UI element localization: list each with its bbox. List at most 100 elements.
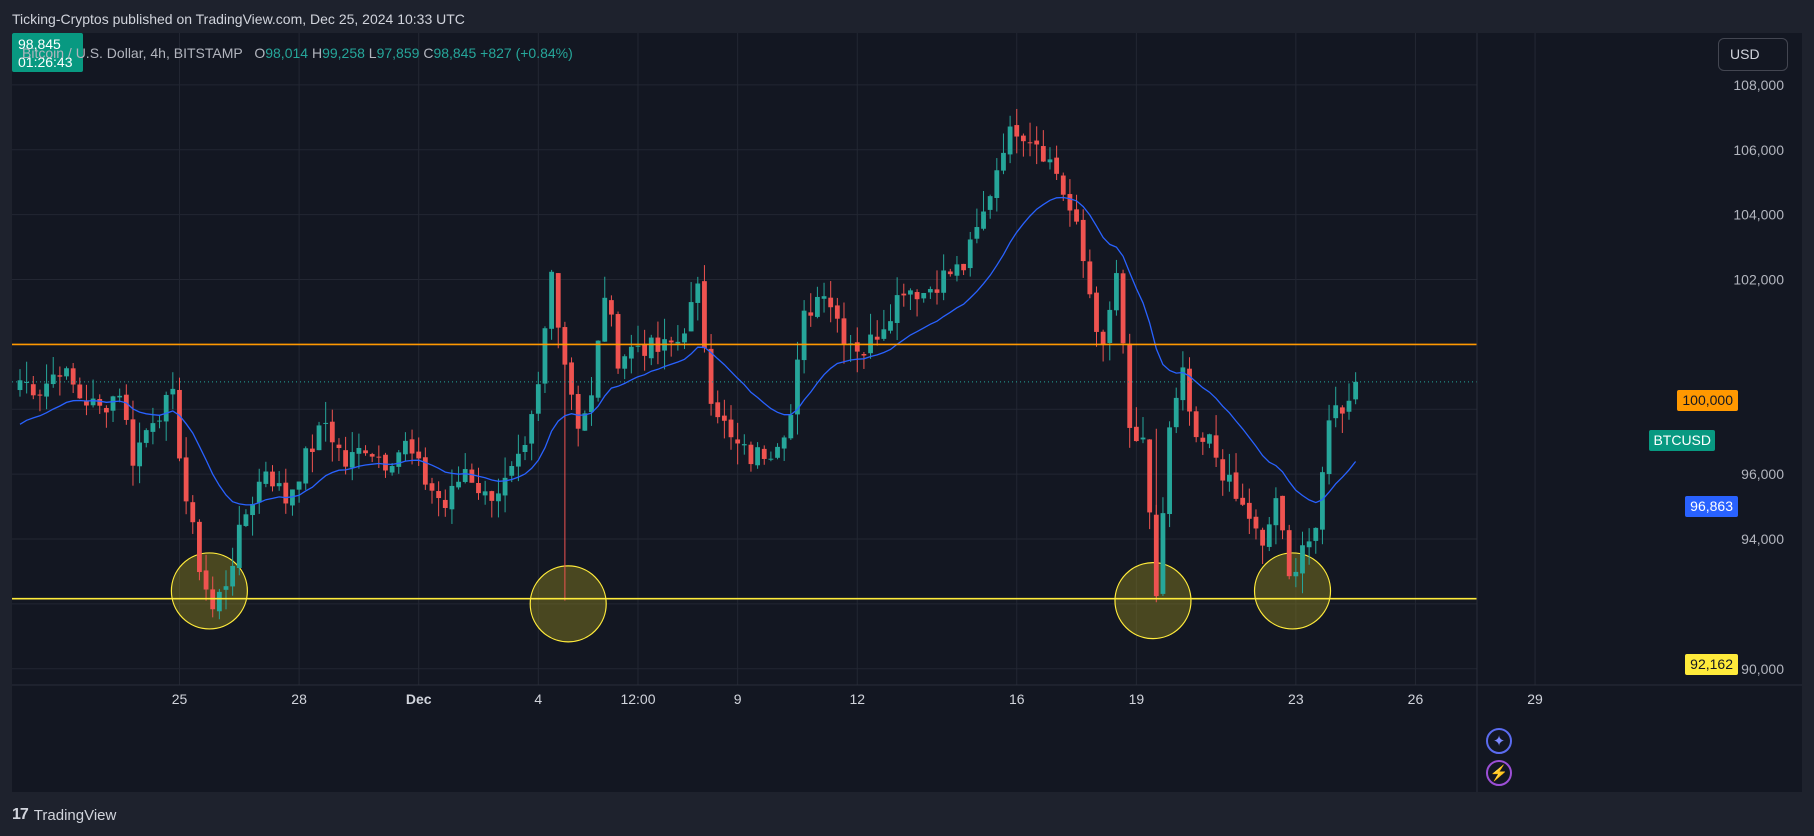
candle: [309, 434, 315, 473]
high-value: 99,258: [322, 45, 365, 61]
candle-body: [715, 402, 721, 418]
candle-body: [1147, 439, 1153, 513]
sparkle-icon[interactable]: ✦: [1486, 728, 1512, 754]
candle: [828, 281, 834, 323]
candle: [449, 469, 455, 524]
publish-info: Ticking-Cryptos published on TradingView…: [12, 11, 465, 27]
candle: [442, 489, 448, 517]
candle: [336, 438, 342, 462]
candle: [456, 466, 461, 490]
chart-area[interactable]: 90,000 94,000 96,000 102,000 104,000 106,000 1…: [12, 33, 1802, 792]
candle-body: [64, 368, 69, 377]
candle: [648, 334, 654, 366]
candle-body: [801, 310, 807, 361]
candle: [535, 371, 541, 421]
candle: [947, 268, 953, 277]
candle-body: [496, 493, 501, 502]
candle: [117, 388, 123, 403]
candle-body: [841, 318, 847, 345]
candle-body: [1339, 407, 1345, 414]
candle-body: [77, 384, 83, 399]
candle-body: [17, 380, 23, 391]
candle-body: [854, 342, 860, 352]
brand-name: TradingView: [33, 806, 117, 824]
y-tick-label: 90,000: [1741, 661, 1784, 677]
candle: [569, 357, 574, 410]
candle: [1326, 404, 1332, 485]
candle: [190, 495, 196, 534]
candle-body: [1353, 381, 1359, 400]
candle-body: [1100, 331, 1106, 346]
candle-body: [203, 570, 209, 590]
x-tick-label: 9: [734, 691, 742, 707]
axes: 90,000 94,000 96,000 102,000 104,000 106,000 1…: [12, 33, 1802, 792]
candle: [894, 277, 900, 341]
candle: [1320, 466, 1325, 545]
candle-body: [1001, 152, 1006, 171]
close-value: 98,845: [433, 45, 477, 61]
chart-legend: Bitcoin / U.S. Dollar, 4h, BITSTAMP O98,…: [22, 45, 573, 61]
candle: [482, 480, 488, 505]
candle: [927, 286, 933, 299]
candle-body: [369, 454, 375, 457]
candle: [1047, 147, 1053, 170]
y-tick-label: 94,000: [1741, 531, 1784, 547]
x-tick-label: 12: [849, 691, 865, 707]
candle: [542, 326, 548, 393]
candle: [954, 255, 960, 282]
candle-body: [1140, 437, 1146, 440]
candle-body: [1067, 194, 1073, 211]
candle-body: [482, 491, 488, 496]
candle: [854, 327, 860, 373]
candle-body: [30, 384, 36, 396]
candle-body: [296, 481, 302, 490]
candle-body: [1346, 400, 1352, 412]
candle: [1034, 126, 1040, 165]
resistance-price-tag: 100,000: [1677, 390, 1738, 411]
price-chart[interactable]: 90,000 94,000 96,000 102,000 104,000 106,000 1…: [12, 33, 1802, 792]
candle-body: [216, 591, 222, 612]
candle-body: [602, 297, 608, 342]
candle-body: [236, 524, 242, 568]
ema-price-tag: 96,863: [1685, 496, 1738, 517]
candle: [881, 309, 887, 341]
candle: [90, 379, 96, 408]
candle: [934, 270, 940, 305]
candle-body: [927, 289, 933, 293]
lightning-icon[interactable]: ⚡: [1486, 760, 1512, 786]
candle: [290, 489, 295, 516]
candle: [1346, 383, 1352, 420]
candle: [721, 399, 727, 439]
candle: [642, 329, 648, 371]
candle: [775, 443, 780, 460]
candle-body: [695, 283, 701, 303]
candle-body: [170, 388, 176, 395]
candle: [303, 446, 309, 490]
candle-body: [1047, 159, 1053, 163]
candle: [728, 405, 734, 450]
candle-body: [947, 271, 953, 275]
candle-body: [768, 458, 774, 460]
candle: [1286, 524, 1292, 580]
candle-body: [476, 482, 481, 494]
candle-body: [1266, 524, 1272, 547]
candle: [236, 506, 242, 576]
candle: [316, 421, 322, 451]
candle: [529, 410, 535, 461]
currency-button[interactable]: USD: [1718, 38, 1788, 71]
candle-body: [635, 345, 641, 347]
candle-body: [708, 348, 714, 404]
candle: [57, 366, 63, 396]
candle-body: [1060, 175, 1066, 195]
candle: [808, 293, 814, 327]
candle: [815, 286, 820, 319]
x-tick-label: 28: [291, 691, 307, 707]
candle: [1127, 333, 1133, 448]
candle-body: [1087, 261, 1093, 295]
candle-body: [721, 415, 727, 421]
candle: [1193, 406, 1199, 443]
candle: [1306, 528, 1312, 565]
candle: [1266, 516, 1272, 552]
candle: [589, 377, 594, 426]
candle-body: [396, 452, 402, 467]
